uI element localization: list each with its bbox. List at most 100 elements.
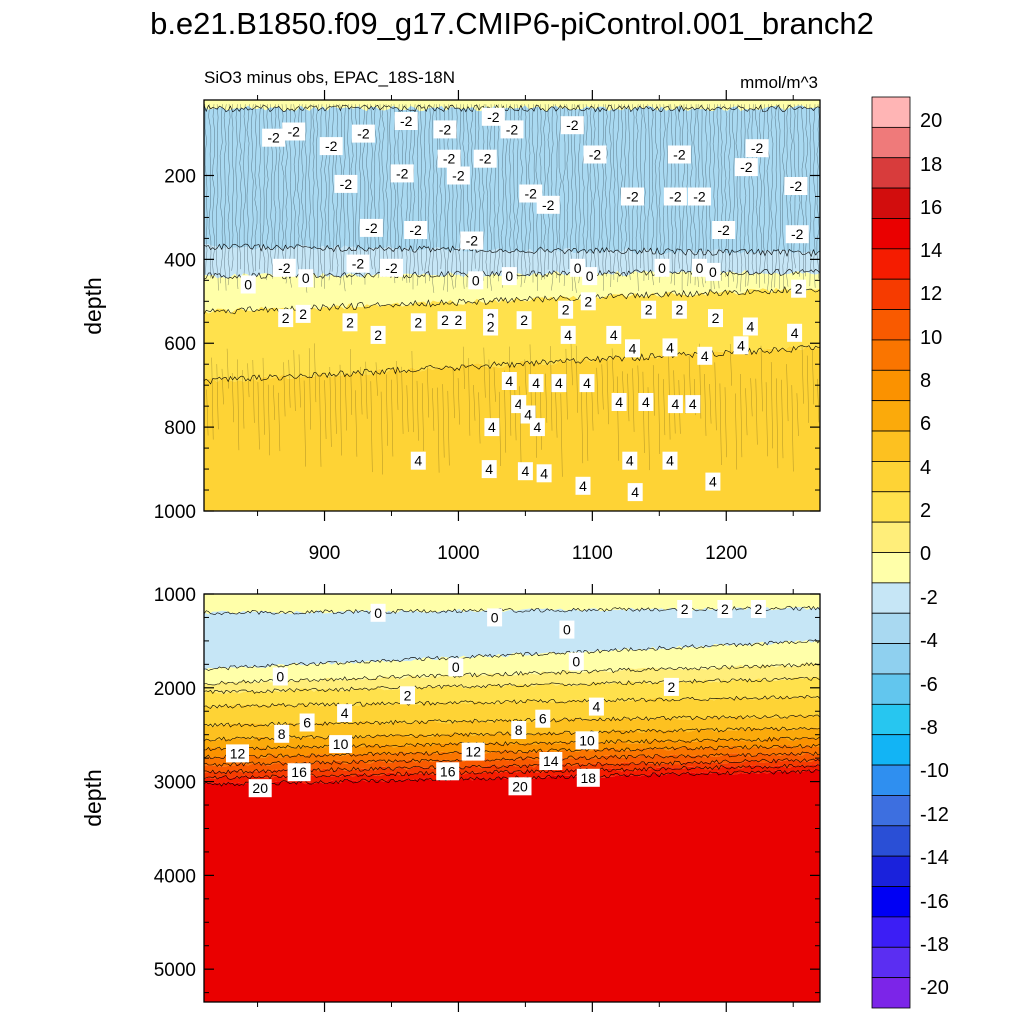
- svg-text:4: 4: [701, 348, 709, 364]
- contour-label: 2: [370, 325, 386, 344]
- svg-text:2: 2: [414, 314, 422, 330]
- contour-line: [651, 104, 654, 286]
- svg-text:0: 0: [505, 268, 513, 284]
- svg-text:-2: -2: [287, 124, 300, 140]
- contour-line: [206, 389, 209, 436]
- contour-line: [339, 104, 343, 286]
- contour-band: [204, 764, 820, 786]
- contour-line: [473, 384, 476, 421]
- contour-label: 4: [662, 451, 678, 470]
- contour-line: [735, 104, 739, 289]
- contour-line: [816, 104, 820, 279]
- svg-text:-2: -2: [693, 189, 706, 205]
- contour-line: [339, 364, 342, 456]
- contour-line: [331, 104, 335, 272]
- contour-label: -2: [536, 195, 560, 214]
- contour-label: -2: [380, 258, 403, 277]
- contour-line: [540, 384, 542, 450]
- contour-line: [377, 104, 381, 279]
- contour-line: [647, 104, 650, 281]
- colorbar-box: [871, 855, 911, 887]
- svg-text:4: 4: [666, 453, 674, 469]
- contour-line: [608, 104, 612, 288]
- colorbar-box: [871, 612, 911, 644]
- y-tick-label: 400: [164, 250, 196, 271]
- contour-line: [683, 374, 686, 414]
- colorbar-box: [871, 977, 911, 1009]
- svg-text:4: 4: [540, 465, 548, 481]
- top-subtitle-right: mmol/m^3: [740, 73, 818, 92]
- contour-label: -2: [583, 145, 607, 164]
- svg-text:-2: -2: [487, 109, 500, 125]
- contour-line: [406, 385, 409, 432]
- contour-line: [309, 348, 311, 430]
- contour-label: 4: [697, 346, 713, 365]
- svg-text:16: 16: [291, 764, 307, 780]
- contour-label: 12: [226, 744, 249, 763]
- colorbar-box: [871, 886, 911, 918]
- contour-label: 4: [685, 395, 701, 414]
- contour-label: 4: [575, 476, 591, 495]
- colorbar-box: [871, 126, 911, 159]
- contour-label: 0: [568, 652, 584, 671]
- svg-text:-2: -2: [400, 113, 413, 129]
- y-tick-label: 800: [164, 418, 196, 439]
- contour-line: [254, 104, 258, 272]
- contour-line: [223, 104, 227, 291]
- contour-band: [204, 100, 820, 112]
- svg-text:-2: -2: [589, 147, 602, 163]
- colorbar-box: [871, 339, 911, 371]
- svg-text:-2: -2: [751, 140, 764, 156]
- svg-text:4: 4: [747, 319, 755, 335]
- svg-text:4: 4: [631, 484, 639, 500]
- contour-label: 0: [370, 603, 386, 622]
- contour-label: 2: [278, 309, 294, 328]
- colorbar-box: [871, 278, 911, 310]
- svg-text:4: 4: [522, 463, 530, 479]
- contour-line: [558, 104, 562, 283]
- svg-text:4: 4: [488, 419, 496, 435]
- contour-line: [334, 374, 337, 434]
- contour-line: [755, 104, 758, 284]
- svg-text:-2: -2: [357, 126, 370, 142]
- svg-text:-2: -2: [740, 159, 753, 175]
- contour-line: [319, 377, 322, 467]
- svg-text:-2: -2: [443, 151, 456, 167]
- contour-line: [778, 104, 781, 289]
- contour-line: [215, 104, 219, 291]
- contour-label: 4: [733, 336, 749, 355]
- x-tick-label: 1100: [572, 543, 613, 564]
- contour-line: [550, 346, 553, 431]
- contour-line: [760, 345, 763, 412]
- contour-label: 2: [295, 304, 311, 323]
- contour-label: 2: [580, 292, 596, 311]
- contour-line: [227, 104, 231, 286]
- colorbar-box: [871, 582, 911, 614]
- contour-line: [231, 104, 235, 271]
- contour-line: [562, 104, 566, 287]
- svg-text:4: 4: [505, 373, 513, 389]
- contour-line: [555, 104, 558, 279]
- contour-line: [658, 373, 660, 455]
- svg-text:4: 4: [610, 327, 618, 343]
- contour-line: [612, 104, 616, 280]
- colorbar-label: -12: [920, 804, 949, 826]
- svg-text:-2: -2: [669, 189, 682, 205]
- contour-line: [327, 104, 331, 281]
- contour-line: [308, 104, 312, 270]
- svg-text:4: 4: [642, 394, 650, 410]
- contour-label: -2: [433, 120, 457, 139]
- contour-line: [345, 372, 347, 431]
- contour-label: 10: [575, 731, 599, 750]
- svg-text:2: 2: [795, 281, 803, 297]
- contour-line: [400, 104, 404, 281]
- contour-line: [360, 366, 363, 415]
- bottom-contour-fills: [204, 594, 820, 1002]
- colorbar-label: 4: [920, 457, 931, 479]
- contour-line: [454, 104, 458, 288]
- contour-label: -2: [319, 137, 343, 156]
- contour-line: [543, 104, 547, 280]
- svg-text:-2: -2: [365, 220, 378, 236]
- contour-label: 0: [570, 258, 586, 277]
- contour-label: -2: [394, 112, 418, 130]
